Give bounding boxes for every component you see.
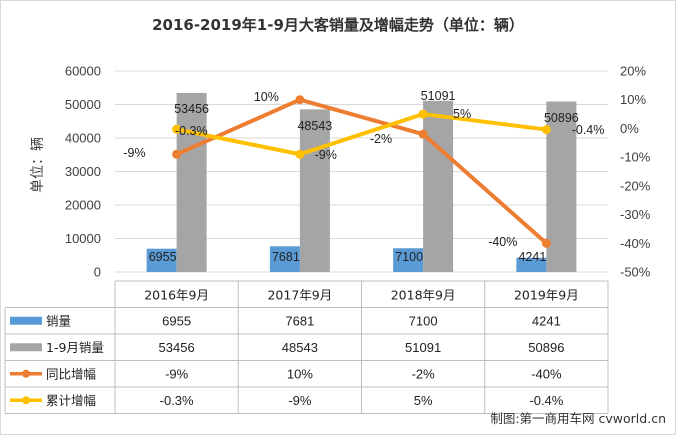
y2-tick-label: -30% xyxy=(620,207,651,222)
table-cell: 7100 xyxy=(409,313,438,328)
y2-tick-label: -50% xyxy=(620,265,651,280)
line-point xyxy=(541,125,551,135)
data-label: 7100 xyxy=(395,250,423,264)
y2-tick-label: -20% xyxy=(620,178,651,193)
bar xyxy=(423,100,454,272)
data-labels: 6955 7681 7100 4241 53456 48543 51091 50896 -9% 1… xyxy=(123,89,604,264)
data-label: -0.3% xyxy=(175,124,208,138)
line-point xyxy=(418,129,428,139)
table-cell: 10% xyxy=(287,366,313,381)
legend-label: 累计增幅 xyxy=(46,393,96,408)
legend-key xyxy=(10,316,42,325)
bar xyxy=(176,92,207,273)
legend-label: 同比增幅 xyxy=(46,366,96,381)
line-point xyxy=(172,149,182,159)
legend-key xyxy=(22,369,30,378)
x-tick-label: 2018年9月 xyxy=(391,287,456,302)
data-label: -9% xyxy=(123,146,145,160)
y2-tick-label: 0% xyxy=(620,121,639,136)
chart-title: 2016-2019年1-9月大客销量及增幅走势（单位：辆） xyxy=(152,16,524,34)
y2-tick-label: -10% xyxy=(620,150,651,165)
data-label: -2% xyxy=(370,132,392,146)
y-tick-label: 10000 xyxy=(65,231,101,246)
data-label: -9% xyxy=(315,148,337,162)
table-cell: -0.3% xyxy=(160,393,194,408)
table-cell: 6955 xyxy=(162,313,191,328)
y2-tick-label: -40% xyxy=(620,236,651,251)
data-label: 5% xyxy=(453,107,471,121)
y-tick-label: 30000 xyxy=(65,164,101,179)
data-label: 6955 xyxy=(149,250,177,264)
x-tick-label: 2019年9月 xyxy=(514,287,579,302)
y-tick-label: 40000 xyxy=(65,131,101,146)
y-axis-label: 单位：辆 xyxy=(30,137,46,193)
table-cell: -9% xyxy=(165,366,189,381)
y-tick-label: 60000 xyxy=(65,64,101,79)
chart-credit: 制图:第一商用车网 cvworld.cn xyxy=(490,411,666,426)
data-label: 50896 xyxy=(544,111,579,125)
table-cell: 53456 xyxy=(159,340,195,355)
y-tick-label: 50000 xyxy=(65,97,101,112)
x-tick-label: 2017年9月 xyxy=(267,287,332,302)
legend-key xyxy=(22,396,30,405)
data-label: 7681 xyxy=(272,250,300,264)
table-cell: 51091 xyxy=(405,340,441,355)
y2-tick-label: 10% xyxy=(620,92,646,107)
bar xyxy=(146,248,177,272)
series-line xyxy=(175,97,548,245)
data-label: -40% xyxy=(488,235,517,249)
y-tick-label: 0 xyxy=(94,265,101,280)
data-label: 4241 xyxy=(518,250,546,264)
line-point xyxy=(418,109,428,119)
line-point xyxy=(541,238,551,248)
data-label: 53456 xyxy=(174,102,209,116)
table-cell: -40% xyxy=(531,366,562,381)
legend-label: 1-9月销量 xyxy=(46,340,104,355)
line-point xyxy=(295,149,305,159)
table-cell: -9% xyxy=(288,393,312,408)
series-line xyxy=(176,112,547,157)
table-cell: -0.4% xyxy=(529,393,563,408)
legend-key xyxy=(10,343,42,352)
bars xyxy=(146,92,577,273)
legend-label: 销量 xyxy=(46,313,71,328)
line-point xyxy=(295,95,305,105)
x-tick-label: 2016年9月 xyxy=(144,287,209,302)
table-cell: 7681 xyxy=(285,313,314,328)
bar xyxy=(299,109,330,272)
bar xyxy=(546,101,577,272)
bar xyxy=(269,246,300,272)
bar xyxy=(393,248,424,272)
table-cell: -2% xyxy=(412,366,436,381)
data-label: 51091 xyxy=(421,89,456,103)
table-cell: 4241 xyxy=(532,313,561,328)
line-point xyxy=(172,124,182,134)
table-cell: 5% xyxy=(414,393,433,408)
y-tick-label: 20000 xyxy=(65,198,101,213)
axis-ticks: 0 10000 20000 30000 40000 50000 60000 -50% -40% -… xyxy=(65,64,651,280)
data-label: 48543 xyxy=(297,119,332,133)
table-cell: 48543 xyxy=(282,340,318,355)
y2-tick-label: 20% xyxy=(620,64,646,79)
table-cell: 50896 xyxy=(528,340,564,355)
data-label: -0.4% xyxy=(572,123,605,137)
series-lines xyxy=(172,95,551,248)
data-label: 10% xyxy=(254,90,279,104)
bar xyxy=(516,257,547,272)
